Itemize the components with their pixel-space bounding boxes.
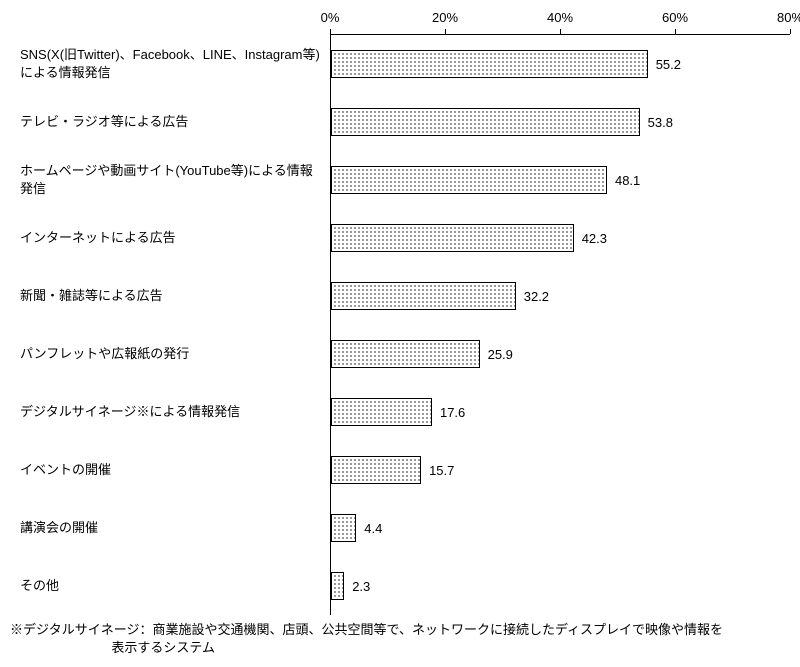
bar-cell: 53.8 [330, 93, 790, 151]
x-axis-tick-label: 0% [321, 10, 340, 25]
chart-row: デジタルサイネージ※による情報発信 17.6 [10, 383, 790, 441]
chart-row: 新聞・雑誌等による広告 32.2 [10, 267, 790, 325]
bar-cell: 42.3 [330, 209, 790, 267]
bar [331, 108, 640, 136]
category-label: ホームページや動画サイト(YouTube等)による情報発信 [10, 156, 330, 203]
bar-cell: 25.9 [330, 325, 790, 383]
value-label: 53.8 [648, 115, 673, 130]
value-label: 2.3 [352, 579, 370, 594]
bar [331, 456, 421, 484]
category-label: テレビ・ラジオ等による広告 [10, 107, 330, 137]
bar [331, 514, 356, 542]
x-axis-tick-mark [445, 29, 446, 34]
value-label: 55.2 [656, 57, 681, 72]
category-label: パンフレットや広報紙の発行 [10, 339, 330, 369]
bar-cell: 32.2 [330, 267, 790, 325]
footnote-line2: 表示するシステム [10, 639, 790, 657]
x-axis-tick-mark [560, 29, 561, 34]
category-label: 新聞・雑誌等による広告 [10, 281, 330, 311]
x-axis-tick-mark [330, 29, 331, 34]
horizontal-bar-chart: 0%20%40%60%80% SNS(X(旧Twitter)、Facebook、… [10, 10, 790, 615]
category-label: イベントの開催 [10, 455, 330, 485]
bar [331, 340, 480, 368]
category-label: 講演会の開催 [10, 513, 330, 543]
chart-row: イベントの開催 15.7 [10, 441, 790, 499]
value-label: 32.2 [524, 289, 549, 304]
x-axis-tick-label: 40% [547, 10, 573, 25]
bar [331, 166, 607, 194]
bar [331, 572, 344, 600]
value-label: 48.1 [615, 173, 640, 188]
x-axis-tick-label: 20% [432, 10, 458, 25]
bar [331, 224, 574, 252]
bar-cell: 4.4 [330, 499, 790, 557]
bar-cell: 17.6 [330, 383, 790, 441]
value-label: 17.6 [440, 405, 465, 420]
chart-row: テレビ・ラジオ等による広告 53.8 [10, 93, 790, 151]
category-label: その他 [10, 571, 330, 601]
chart-row: インターネットによる広告 42.3 [10, 209, 790, 267]
x-axis-tick-label: 60% [662, 10, 688, 25]
chart-row: ホームページや動画サイト(YouTube等)による情報発信 48.1 [10, 151, 790, 209]
bar [331, 50, 648, 78]
bar [331, 398, 432, 426]
value-label: 25.9 [488, 347, 513, 362]
category-label: デジタルサイネージ※による情報発信 [10, 397, 330, 427]
bar-cell: 55.2 [330, 35, 790, 93]
bar-cell: 15.7 [330, 441, 790, 499]
bar-cell: 48.1 [330, 151, 790, 209]
chart-footnote: ※デジタルサイネージ：商業施設や交通機関、店頭、公共空間等で、ネットワークに接続… [10, 621, 790, 657]
x-axis-tick-label: 80% [777, 10, 800, 25]
chart-row: SNS(X(旧Twitter)、Facebook、LINE、Instagram等… [10, 35, 790, 93]
x-axis-tick-mark [675, 29, 676, 34]
category-label: インターネットによる広告 [10, 223, 330, 253]
value-label: 15.7 [429, 463, 454, 478]
chart-row: 講演会の開催 4.4 [10, 499, 790, 557]
category-label: SNS(X(旧Twitter)、Facebook、LINE、Instagram等… [10, 40, 330, 87]
bar [331, 282, 516, 310]
bars-area: SNS(X(旧Twitter)、Facebook、LINE、Instagram等… [10, 35, 790, 615]
value-label: 42.3 [582, 231, 607, 246]
x-axis-tick-mark [790, 29, 791, 34]
footnote-line1: ※デジタルサイネージ：商業施設や交通機関、店頭、公共空間等で、ネットワークに接続… [10, 622, 723, 637]
chart-row: パンフレットや広報紙の発行 25.9 [10, 325, 790, 383]
x-axis: 0%20%40%60%80% [330, 10, 790, 35]
chart-row: その他 2.3 [10, 557, 790, 615]
bar-cell: 2.3 [330, 557, 790, 615]
value-label: 4.4 [364, 521, 382, 536]
